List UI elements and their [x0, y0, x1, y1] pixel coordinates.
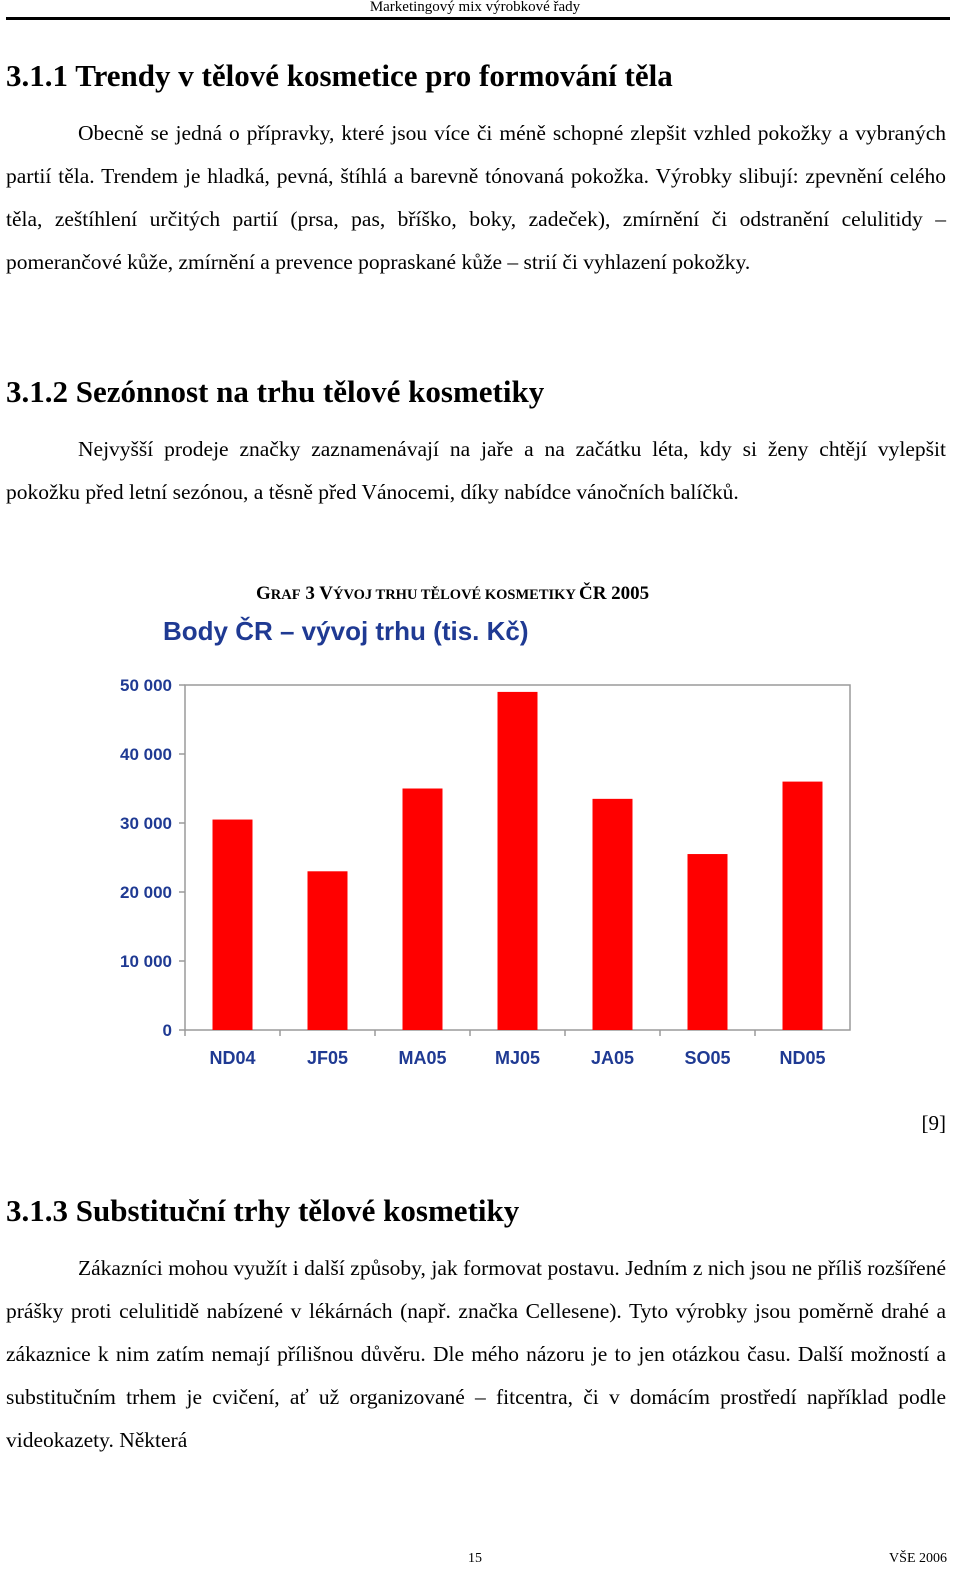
paragraph-substitutes: Zákazníci mohou využít i další způsoby, … [6, 1256, 946, 1452]
section-heading-substitutes: 3.1.3 Substituční trhy tělové kosmetiky [6, 1193, 520, 1228]
x-tick-label: MA05 [398, 1048, 446, 1068]
header-rule [6, 17, 950, 20]
bar-jf05 [307, 871, 348, 1030]
bar-nd04 [212, 819, 253, 1030]
y-tick-label: 0 [163, 1021, 172, 1040]
y-tick-label: 20 000 [120, 883, 172, 902]
footer-institution: VŠE 2006 [889, 1551, 947, 1566]
plot-area: 0 10 000 20 000 30 000 40 000 50 000 ND04 JF05 M… [120, 676, 851, 1068]
x-tick-label: ND05 [779, 1048, 825, 1068]
paragraph-seasonality: Nejvyšší prodeje značky zaznamenávají na… [6, 437, 946, 504]
page-number: 15 [468, 1551, 482, 1566]
section-heading-trends: 3.1.1 Trendy v tělové kosmetice pro form… [6, 58, 673, 93]
paragraph-trends: Obecně se jedná o přípravky, které jsou … [6, 121, 946, 274]
section-heading-seasonality: 3.1.2 Sezónnost na trhu tělové kosmetiky [6, 374, 545, 409]
x-tick-label: SO05 [684, 1048, 730, 1068]
bar-ma05 [402, 788, 443, 1030]
bar-so05 [687, 854, 728, 1030]
bar-nd05 [782, 781, 823, 1030]
x-tick-label: ND04 [209, 1048, 255, 1068]
bar-mj05 [497, 691, 538, 1030]
x-tick-label: MJ05 [495, 1048, 540, 1068]
x-tick-label: JF05 [307, 1048, 348, 1068]
bar-chart: Body ČR – vývoj trhu (tis. Kč) 0 10 000 20… [120, 616, 851, 1068]
figure-caption: GRAF 3 VÝVOJ TRHU TĚLOVÉ KOSMETIKY ČR 20… [256, 583, 650, 604]
x-tick-label: JA05 [591, 1048, 634, 1068]
y-tick-label: 50 000 [120, 676, 172, 695]
y-tick-label: 40 000 [120, 745, 172, 764]
y-tick-label: 30 000 [120, 814, 172, 833]
running-header: Marketingový mix výrobkové řady [369, 0, 581, 15]
citation: [9] [921, 1111, 947, 1135]
chart-title: Body ČR – vývoj trhu (tis. Kč) [163, 616, 529, 646]
y-tick-label: 10 000 [120, 952, 172, 971]
bar-ja05 [592, 798, 633, 1030]
